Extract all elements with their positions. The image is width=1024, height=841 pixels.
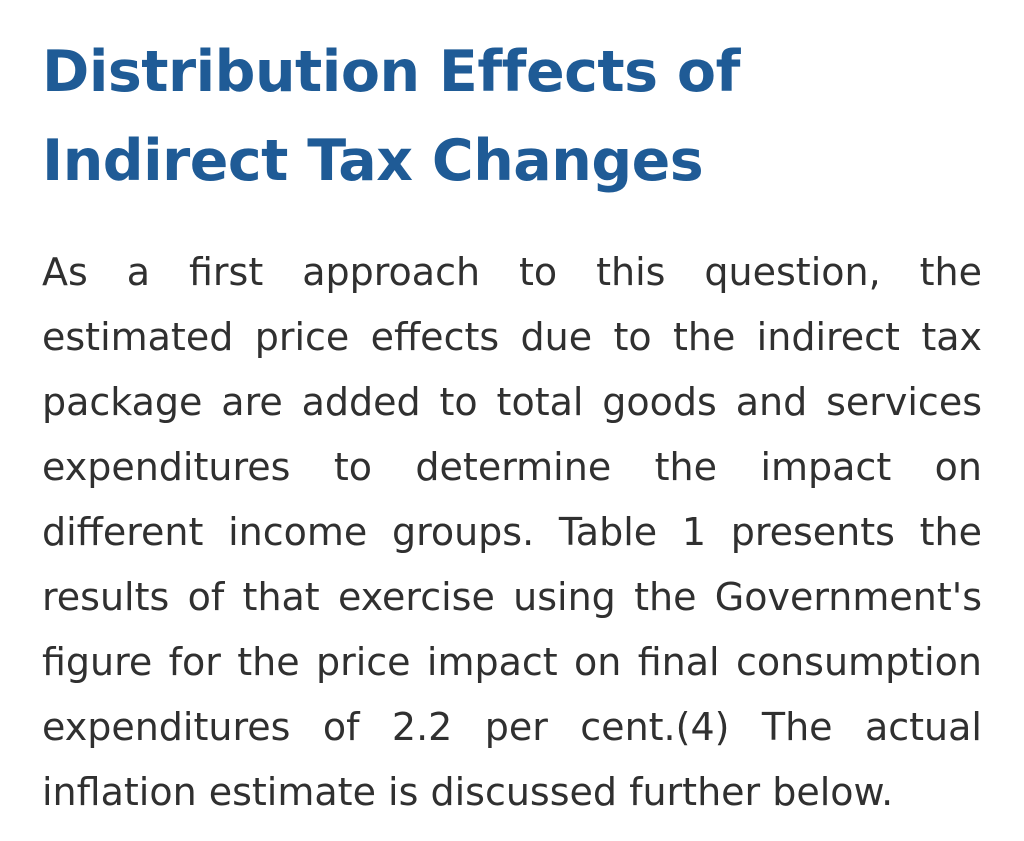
article-paragraph: As a first approach to this question, th… bbox=[42, 250, 982, 814]
article-title-line-2: Indirect Tax Changes bbox=[42, 128, 704, 194]
article-title: Distribution Effects of Indirect Tax Cha… bbox=[42, 28, 982, 206]
article-title-line-1: Distribution Effects of bbox=[42, 39, 740, 105]
